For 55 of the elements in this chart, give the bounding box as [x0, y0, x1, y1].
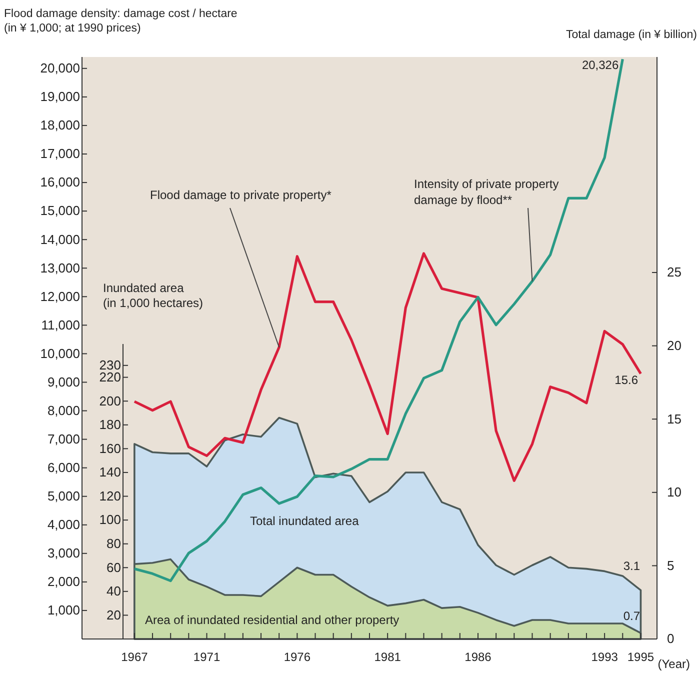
y3-tick-label: 60 — [106, 560, 121, 575]
y3-tick-label: 80 — [106, 536, 121, 551]
y-tick-label: 12,000 — [40, 288, 80, 304]
y2-tick-label: 20 — [667, 338, 682, 353]
x-tick-label: 1995 — [627, 650, 654, 664]
y2-tick-label: 10 — [667, 484, 682, 500]
y-tick-label: 5,000 — [47, 488, 80, 504]
annotation: 3.1 — [623, 559, 640, 573]
y2-tick-label: 15 — [667, 411, 682, 426]
y2-tick-label: 5 — [667, 558, 674, 573]
annotation: 15.6 — [614, 373, 638, 387]
x-tick-label: 1986 — [464, 650, 492, 664]
x-tick-label: 1976 — [284, 650, 311, 664]
y3-tick-label: 20 — [106, 607, 121, 622]
y-tick-label: 8,000 — [47, 402, 80, 418]
y2-tick-label: 25 — [667, 264, 682, 280]
y3-tick-label: 140 — [99, 464, 121, 480]
y-tick-label: 9,000 — [47, 374, 80, 390]
annotation: 0.7 — [623, 609, 640, 623]
x-tick-label: 1981 — [374, 650, 402, 664]
x-tick-label: 1993 — [591, 650, 618, 664]
text: Flood damage to private property* — [150, 188, 332, 202]
x-axis-title: (Year) — [658, 657, 690, 671]
series-label: Total inundated area — [250, 514, 360, 528]
y-tick-label: 11,000 — [41, 317, 80, 332]
y3-tick-label: 180 — [99, 417, 121, 432]
x-tick-label: 1971 — [193, 650, 220, 664]
y-tick-label: 10,000 — [40, 346, 80, 361]
y-tick-label: 3,000 — [47, 546, 80, 561]
y3-tick-label: 40 — [106, 584, 121, 599]
y3-tick-label: 120 — [99, 488, 121, 504]
y2-axis-title: Total damage (in ¥ billion) — [566, 29, 698, 41]
y3-axis-title: Inundated area (in 1,000 hectares) — [103, 281, 204, 310]
data-label: 20,326 — [582, 58, 619, 72]
y-tick-label: 14,000 — [40, 232, 80, 247]
y2-tick-label: 0 — [667, 631, 674, 646]
y-tick-label: 7,000 — [47, 431, 80, 446]
series-label: Intensity of private property damage by flood** — [414, 177, 559, 207]
y-tick-label: 18,000 — [40, 118, 80, 133]
y-tick-label: 13,000 — [40, 260, 80, 276]
y-tick-label: 20,000 — [40, 60, 80, 76]
y-tick-label: 4,000 — [47, 517, 80, 532]
series-label: Area of inundated residential and other property — [145, 613, 400, 627]
y-tick-label: 1,000 — [47, 602, 80, 618]
y-axis-title: Flood damage density: damage cost / hectare (in ¥ 1,000; at 1990 prices) — [4, 8, 238, 34]
x-tick-label: 1967 — [121, 650, 148, 664]
y3-tick-label: 100 — [99, 512, 121, 528]
y-tick-label: 17,000 — [40, 146, 80, 162]
y-tick-label: 6,000 — [47, 460, 80, 475]
y-tick-label: 15,000 — [40, 203, 80, 218]
y-tick-label: 19,000 — [40, 89, 80, 104]
y-tick-label: 16,000 — [40, 174, 80, 190]
y3-tick-label: 160 — [99, 440, 121, 456]
y-tick-label: 2,000 — [47, 574, 80, 590]
y3-tick-label: 200 — [99, 393, 121, 408]
